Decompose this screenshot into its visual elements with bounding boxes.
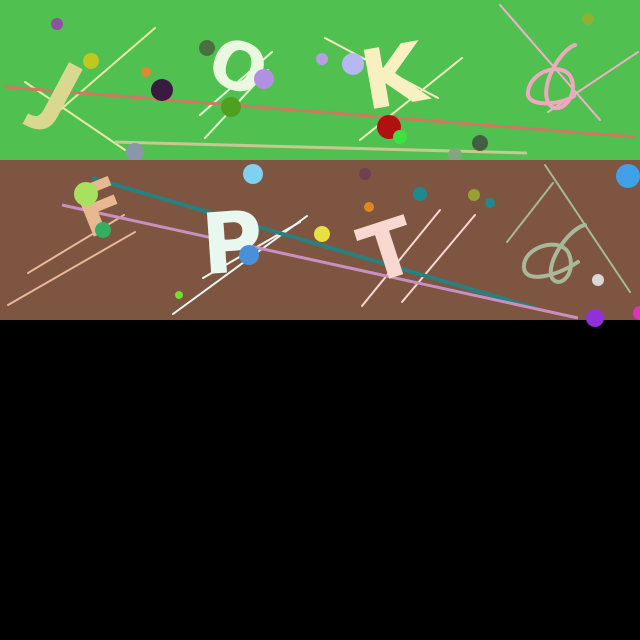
noise-dot: [592, 274, 604, 286]
strike-line: [61, 203, 579, 320]
noise-dot: [485, 198, 495, 208]
noise-dot: [616, 164, 640, 188]
noise-line: [24, 81, 126, 151]
panel-top: J O K: [0, 0, 640, 162]
noise-dot: [472, 135, 488, 151]
noise-dot: [314, 226, 330, 242]
noise-dot: [393, 130, 407, 144]
noise-dot: [151, 79, 173, 101]
noise-line: [401, 214, 476, 303]
noise-dot: [359, 168, 371, 180]
noise-line: [359, 57, 463, 141]
noise-line: [7, 231, 136, 306]
noise-line: [59, 27, 156, 111]
noise-dot: [468, 189, 480, 201]
noise-dot: [413, 187, 427, 201]
strike-line: [91, 176, 536, 310]
strike-line: [4, 85, 636, 139]
noise-dot: [141, 67, 151, 77]
noise-dot: [448, 148, 462, 162]
noise-dot: [126, 143, 144, 161]
noise-dot: [582, 13, 594, 25]
noise-dots-top: [51, 13, 594, 162]
noise-dot: [239, 245, 259, 265]
noise-dot: [254, 69, 274, 89]
noise-line: [172, 215, 308, 315]
noise-lines-bottom: [7, 164, 631, 315]
noise-dot: [95, 222, 111, 238]
noise-dot: [175, 291, 183, 299]
noise-line: [544, 164, 631, 293]
noise-line: [361, 209, 441, 307]
noise-line: [506, 182, 554, 243]
noise-dot: [221, 97, 241, 117]
noise-dot: [199, 40, 215, 56]
noise-dot: [586, 309, 604, 327]
noise-dot: [633, 306, 640, 320]
noise-dot: [51, 18, 63, 30]
noise-dot: [364, 202, 374, 212]
blank-area: [0, 320, 640, 640]
sage-loop-scribble-icon: [522, 223, 587, 284]
noise-dot: [342, 53, 364, 75]
panel-bottom: F P T: [0, 160, 640, 327]
noise-line: [499, 4, 601, 121]
noise-dots-bottom: [74, 164, 640, 327]
noise-dot: [74, 182, 98, 206]
noise-dot: [316, 53, 328, 65]
noise-line: [324, 37, 439, 99]
noise-dot: [243, 164, 263, 184]
noise-dot: [83, 53, 99, 69]
pink-loop-scribble-icon: [526, 43, 577, 110]
glyph-bottom-2: P: [198, 192, 266, 294]
